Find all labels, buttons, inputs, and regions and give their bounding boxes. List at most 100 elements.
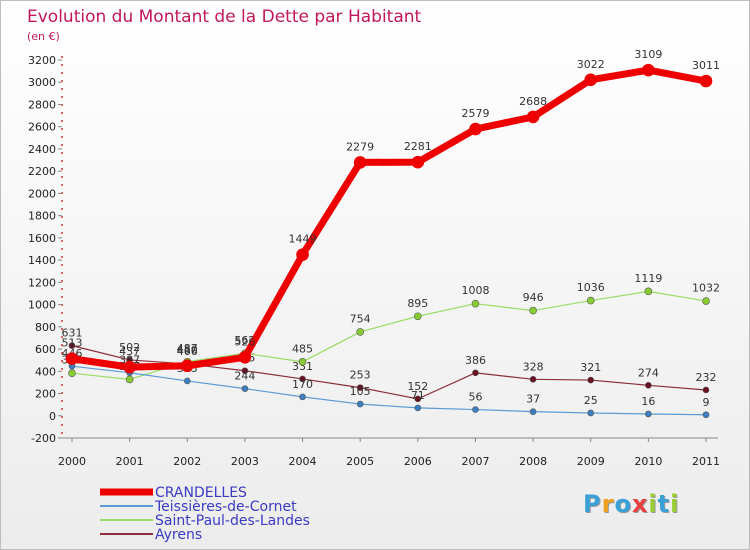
y-tick-label: 1800 — [28, 210, 56, 223]
data-point — [529, 375, 537, 383]
data-label: 3109 — [634, 48, 662, 61]
data-label: 1008 — [461, 284, 489, 297]
data-point — [298, 358, 307, 366]
data-label: 16 — [641, 395, 655, 408]
data-point — [529, 408, 537, 415]
data-label: 485 — [292, 342, 313, 355]
data-point — [296, 248, 309, 261]
y-tick-label: 2200 — [28, 165, 56, 178]
data-label: 3022 — [577, 58, 605, 71]
data-point — [587, 409, 595, 417]
legend-label: CRANDELLES — [155, 485, 247, 501]
data-point — [183, 377, 191, 385]
series-saint-paul-des-landes: 3833274875624857548951008946103611191032 — [62, 272, 720, 384]
data-point — [702, 297, 710, 305]
y-tick-label: 3000 — [28, 76, 56, 89]
logo-letter: o — [614, 490, 632, 518]
data-point — [645, 410, 652, 418]
y-tick-label: -200 — [31, 432, 56, 445]
x-tick-label: 2008 — [519, 455, 547, 468]
data-point — [469, 122, 482, 136]
x-tick-label: 2001 — [116, 455, 144, 468]
legend-label: Teissières-de-Cornet — [154, 499, 297, 515]
data-point — [472, 406, 479, 413]
series-crandelles: 513 437 450 526 1449 2279 2281 2579 2688 3022 3109… — [62, 48, 720, 374]
axes: -200 0 200 400 600 800 1000 1200 1400 1600 1800 200… — [28, 54, 720, 468]
x-tick-label: 2005 — [346, 455, 374, 468]
data-point — [299, 393, 306, 401]
data-label: 170 — [292, 378, 313, 391]
data-label: 1119 — [634, 272, 662, 285]
chart-subtitle: (en €) — [27, 30, 60, 43]
legend: CRANDELLESTeissières-de-CornetSaint-Paul… — [100, 485, 310, 543]
data-label: 946 — [523, 291, 544, 304]
data-label: 9 — [703, 396, 710, 409]
legend-label: Ayrens — [155, 527, 202, 543]
logo-letter: i — [670, 490, 680, 518]
y-tick-label: 3200 — [28, 54, 56, 67]
y-tick-label: 400 — [35, 365, 56, 378]
y-tick-label: 1600 — [28, 232, 56, 245]
x-tick-label: 2007 — [461, 455, 489, 468]
data-label: 502 — [119, 341, 140, 354]
data-point — [180, 359, 194, 373]
data-point — [642, 63, 655, 77]
data-label: 1449 — [289, 233, 317, 246]
data-label: 328 — [523, 360, 544, 373]
x-tick-label: 2000 — [58, 455, 86, 468]
series-layer: 6315024664053312531523863283212742323833… — [62, 48, 720, 419]
y-tick-label: 2800 — [28, 98, 56, 111]
series-line — [71, 345, 707, 400]
y-tick-label: 800 — [35, 321, 56, 334]
data-point — [644, 287, 653, 296]
data-label: 466 — [177, 345, 198, 358]
y-tick-label: 2000 — [28, 187, 56, 200]
data-point — [68, 369, 76, 377]
data-label: 105 — [350, 385, 371, 398]
proxiti-logo: Proxiti — [583, 490, 679, 518]
series-line — [68, 66, 710, 371]
x-tick-label: 2003 — [231, 455, 259, 468]
data-point — [238, 350, 252, 364]
data-point — [586, 296, 595, 305]
y-tick-label: 1200 — [28, 276, 56, 289]
data-point — [353, 156, 367, 169]
x-tick-label: 2004 — [289, 455, 317, 468]
data-label: 25 — [584, 394, 598, 407]
data-label: 274 — [638, 366, 659, 379]
logo-letter: P — [583, 490, 602, 518]
logo-letter: i — [648, 490, 658, 518]
data-label: 526 — [234, 335, 255, 348]
x-tick-label: 2002 — [173, 455, 201, 468]
data-label: 331 — [292, 360, 313, 373]
data-label: 3011 — [692, 59, 720, 72]
x-tick-label: 2009 — [577, 455, 605, 468]
data-label: 1036 — [577, 281, 605, 294]
y-tick-label: 2600 — [28, 121, 56, 134]
data-label: 2279 — [346, 140, 374, 153]
data-label: 895 — [407, 297, 428, 310]
data-point — [526, 110, 540, 124]
data-label: 37 — [526, 393, 540, 406]
data-point — [125, 375, 134, 384]
data-label: 2281 — [404, 140, 432, 153]
data-label: 253 — [350, 369, 371, 382]
y-tick-label: 200 — [35, 388, 56, 401]
data-label: 152 — [407, 380, 428, 393]
data-label: 450 — [177, 344, 198, 357]
data-label: 754 — [350, 312, 371, 325]
data-point — [471, 299, 480, 308]
logo-letter: x — [631, 490, 649, 518]
data-point — [702, 386, 710, 394]
series-line — [71, 365, 707, 416]
data-label: 513 — [62, 337, 83, 350]
data-point — [529, 306, 537, 315]
data-point — [414, 312, 422, 321]
data-label: 244 — [234, 370, 255, 383]
logo-letter: r — [601, 490, 615, 518]
y-tick-label: 600 — [35, 343, 56, 356]
y-tick-label: 0 — [49, 410, 56, 423]
data-point — [68, 342, 76, 349]
